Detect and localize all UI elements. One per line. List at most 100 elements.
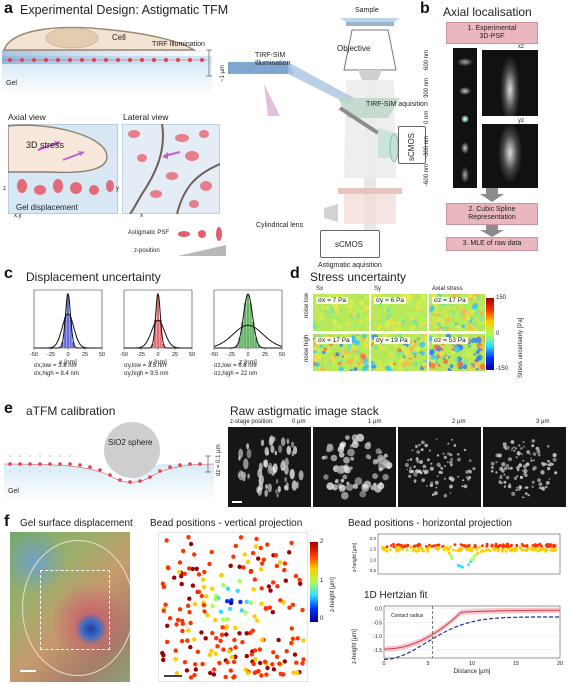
bead-spot xyxy=(505,464,510,468)
bead-spot xyxy=(453,444,457,447)
noise-blob xyxy=(365,338,369,342)
noise-blob xyxy=(475,336,482,343)
noise-blob xyxy=(356,308,361,314)
bead-dot xyxy=(194,566,199,571)
bead-dot xyxy=(536,549,540,553)
bead-spot xyxy=(532,452,537,456)
bead-dot xyxy=(232,674,237,679)
noise-blob xyxy=(449,364,454,368)
bead-spot xyxy=(456,453,460,456)
bead-dot xyxy=(258,545,263,551)
bead-spot xyxy=(446,461,449,463)
noise-blob xyxy=(465,356,469,359)
bead-dot xyxy=(237,578,242,584)
bead-dot xyxy=(192,637,197,642)
stress-sigma-label: σz = 17 Pa xyxy=(432,297,468,304)
noise-blob xyxy=(320,363,326,368)
bead-dot xyxy=(210,630,215,636)
bead-dot xyxy=(242,552,248,557)
bead-spot xyxy=(336,466,345,475)
noise-blob xyxy=(429,362,436,369)
bead-dot xyxy=(421,549,425,552)
x-tick-label: 0 xyxy=(246,352,249,358)
sigma-z-high: σz,high = 22 nm xyxy=(214,371,258,377)
bead-dot xyxy=(173,648,178,653)
noise-blob xyxy=(353,367,358,371)
bead-spot xyxy=(409,466,412,470)
noise-blob xyxy=(342,317,346,321)
bead-spot xyxy=(246,448,252,459)
bead-spot xyxy=(448,476,452,481)
noise-blob xyxy=(415,357,420,362)
bead-dot xyxy=(452,548,455,552)
noise-blob xyxy=(364,295,368,300)
noise-blob xyxy=(406,311,410,315)
stress-map-noise xyxy=(313,294,369,331)
bead-dot xyxy=(503,544,507,548)
bead-dot xyxy=(252,614,257,619)
bead-spot xyxy=(420,448,423,451)
noise-blob xyxy=(475,308,480,312)
hertzian-fit-title: 1D Hertzian fit xyxy=(364,590,428,601)
bead-spot xyxy=(275,479,279,484)
bead-dot xyxy=(473,545,477,549)
noise-blob xyxy=(440,347,444,352)
bead-dot xyxy=(179,638,185,644)
bead-spot xyxy=(449,484,453,489)
noise-blob xyxy=(437,321,440,324)
bead-spot xyxy=(554,471,558,475)
noise-blob xyxy=(343,367,348,371)
noise-blob xyxy=(385,346,390,351)
col-sx-label: Sx xyxy=(316,286,324,292)
bead-spot xyxy=(291,441,295,448)
bead-dot xyxy=(385,549,389,553)
bead-dot xyxy=(180,618,185,624)
bead-spot xyxy=(527,494,530,497)
noise-blob xyxy=(422,305,426,310)
bead-dot xyxy=(174,622,179,627)
bead-spot xyxy=(243,458,249,470)
z-stage-label: z-stage position: xyxy=(230,419,274,425)
bead-spot xyxy=(280,461,285,469)
noise-blob xyxy=(461,319,468,326)
bead-dot xyxy=(493,548,497,551)
bead-dot xyxy=(274,654,280,659)
bead-spot xyxy=(418,443,421,447)
noise-blob xyxy=(472,302,479,309)
bead-dot xyxy=(467,563,470,567)
bead-dot xyxy=(300,607,305,613)
noise-blob xyxy=(339,343,343,347)
bead-spot xyxy=(521,453,524,456)
raw-stack-title: Raw astigmatic image stack xyxy=(230,404,379,418)
panel-e-title: aTFM calibration xyxy=(26,404,116,418)
histogram-bar xyxy=(246,294,250,348)
noise-blob xyxy=(323,347,328,351)
bead-spot xyxy=(295,481,299,489)
noise-blob xyxy=(337,347,340,350)
noise-blob xyxy=(393,362,396,366)
bead-spot xyxy=(374,484,382,493)
bead-spot xyxy=(511,491,516,496)
noise-blob xyxy=(450,350,455,355)
noise-blob xyxy=(454,322,458,326)
noise-blob xyxy=(390,308,398,315)
bead-spot xyxy=(378,467,383,472)
bead-spot xyxy=(533,465,537,470)
noise-blob xyxy=(444,368,448,371)
row-noise-low-label: noise low xyxy=(304,292,310,318)
noise-blob xyxy=(451,347,455,351)
noise-blob xyxy=(405,334,408,337)
bead-spot xyxy=(508,483,511,486)
noise-blob xyxy=(471,337,477,344)
noise-blob xyxy=(421,317,425,320)
bead-dot xyxy=(544,544,548,547)
bead-dot xyxy=(233,543,238,549)
gel-surface-title: Gel surface displacement xyxy=(20,518,133,529)
panel-label-f: f xyxy=(4,513,10,530)
bead-dot xyxy=(554,547,558,551)
fit-ylabel: z-height [µm] xyxy=(352,629,358,664)
bead-spot xyxy=(505,448,507,450)
z-label-minus600: -600 nm xyxy=(424,163,430,186)
stack-image-0 xyxy=(228,427,311,507)
optical-setup-diagram xyxy=(228,18,414,230)
